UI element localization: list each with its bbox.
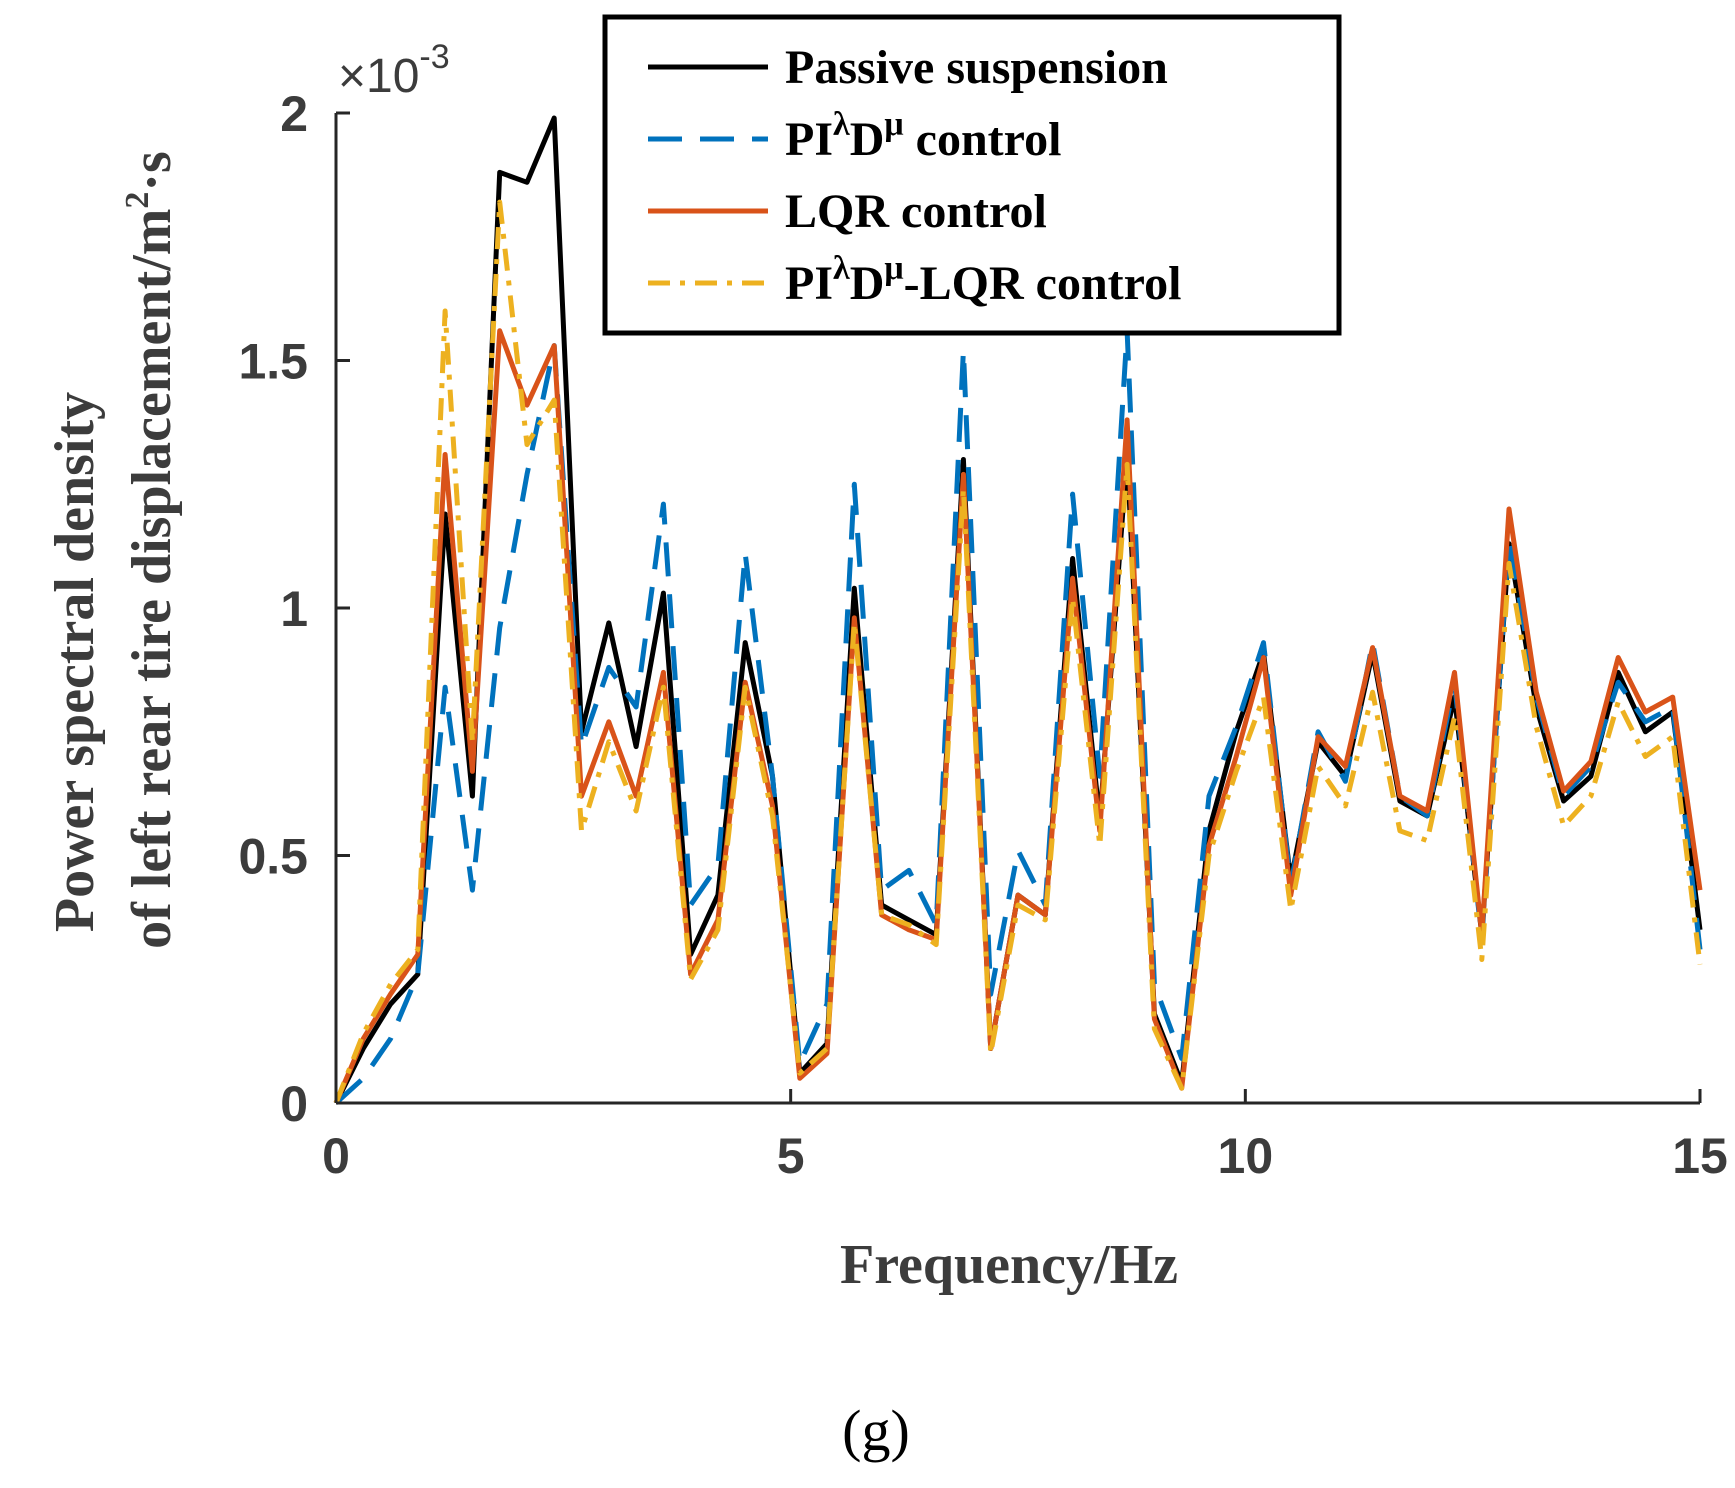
series-line-3 — [333, 328, 1703, 1104]
series-layer — [333, 115, 1703, 1105]
y-tick-label: 1.5 — [238, 334, 308, 390]
y-axis-title-line-2: of left rear tire displacement/m2·s — [119, 151, 183, 949]
legend-label-2: PIλDμ control — [785, 106, 1061, 166]
x-axis-title: Frequency/Hz — [840, 1234, 1178, 1296]
y-tick-label: 0.5 — [238, 829, 308, 885]
x-tick-label: 0 — [322, 1128, 350, 1184]
y-axis-exponent: ×10-3 — [338, 38, 450, 103]
plot-area: 0 5 10 15 0 0.5 1 1.5 2 — [238, 86, 1727, 1184]
legend-label-3: LQR control — [785, 185, 1047, 238]
x-tick-label: 10 — [1218, 1128, 1274, 1184]
y-axis-title: Power spectral density of left rear tire… — [44, 151, 183, 949]
x-tick-label: 15 — [1672, 1128, 1728, 1184]
legend-label-4: PIλDμ-LQR control — [785, 250, 1181, 310]
y-tick-label: 2 — [280, 86, 308, 142]
legend-label-1: Passive suspension — [785, 41, 1168, 94]
legend: Passive suspension PIλDμ control LQR contr… — [602, 14, 1342, 336]
legend-box — [602, 14, 1342, 336]
x-tick-label: 5 — [777, 1128, 805, 1184]
figure-caption: (g) — [842, 1398, 910, 1463]
y-tick-label: 1 — [280, 581, 308, 637]
y-axis-title-line-1: Power spectral density — [44, 392, 106, 932]
series-line-4 — [333, 199, 1703, 1104]
axes-layer: 0 5 10 15 0 0.5 1 1.5 2 — [238, 86, 1727, 1184]
y-tick-label: 0 — [280, 1076, 308, 1132]
